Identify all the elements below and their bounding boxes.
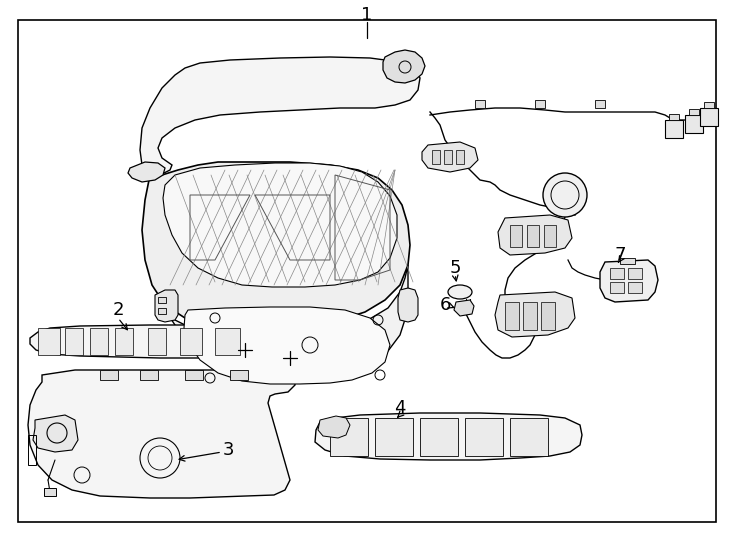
Polygon shape bbox=[685, 115, 703, 133]
Polygon shape bbox=[33, 415, 78, 452]
Polygon shape bbox=[595, 100, 605, 108]
Polygon shape bbox=[475, 100, 485, 108]
Bar bbox=[158, 297, 166, 303]
Polygon shape bbox=[689, 109, 699, 115]
Polygon shape bbox=[163, 163, 397, 287]
Bar bbox=[115, 328, 133, 355]
Polygon shape bbox=[142, 162, 410, 328]
Polygon shape bbox=[28, 370, 295, 498]
Polygon shape bbox=[398, 288, 418, 322]
Polygon shape bbox=[128, 162, 165, 182]
Polygon shape bbox=[535, 100, 545, 108]
Bar bbox=[505, 302, 519, 330]
Bar bbox=[523, 302, 537, 330]
Text: 5: 5 bbox=[449, 259, 461, 277]
Ellipse shape bbox=[448, 285, 472, 299]
Polygon shape bbox=[375, 418, 413, 456]
Bar bbox=[230, 370, 248, 380]
Polygon shape bbox=[330, 418, 368, 456]
Polygon shape bbox=[184, 307, 390, 384]
Polygon shape bbox=[30, 325, 285, 358]
Polygon shape bbox=[510, 418, 548, 456]
Bar bbox=[38, 328, 60, 355]
Polygon shape bbox=[704, 102, 714, 108]
Bar bbox=[158, 308, 166, 314]
Polygon shape bbox=[162, 265, 408, 383]
Bar bbox=[140, 370, 158, 380]
Bar bbox=[100, 370, 118, 380]
Polygon shape bbox=[465, 418, 503, 456]
Circle shape bbox=[543, 173, 587, 217]
Polygon shape bbox=[454, 300, 474, 316]
Polygon shape bbox=[155, 290, 178, 322]
Polygon shape bbox=[318, 416, 350, 438]
Polygon shape bbox=[700, 108, 718, 126]
Polygon shape bbox=[600, 260, 658, 302]
Text: 1: 1 bbox=[361, 6, 373, 24]
Bar bbox=[44, 488, 56, 496]
Bar bbox=[628, 268, 642, 279]
Bar bbox=[180, 328, 202, 355]
Polygon shape bbox=[383, 50, 425, 83]
Polygon shape bbox=[315, 413, 582, 460]
Text: 2: 2 bbox=[112, 301, 124, 319]
Polygon shape bbox=[140, 57, 420, 175]
Bar bbox=[544, 225, 556, 247]
Polygon shape bbox=[498, 215, 572, 255]
Text: 7: 7 bbox=[614, 246, 626, 264]
Bar bbox=[215, 328, 240, 355]
Bar bbox=[541, 302, 555, 330]
Bar bbox=[148, 328, 166, 355]
Bar bbox=[456, 150, 464, 164]
Text: 6: 6 bbox=[440, 296, 451, 314]
Text: 4: 4 bbox=[394, 399, 406, 417]
Polygon shape bbox=[495, 292, 575, 337]
Bar bbox=[90, 328, 108, 355]
Polygon shape bbox=[420, 418, 458, 456]
Bar bbox=[610, 282, 624, 293]
Polygon shape bbox=[620, 258, 635, 264]
Bar bbox=[527, 225, 539, 247]
Polygon shape bbox=[422, 142, 478, 172]
Bar bbox=[65, 328, 83, 355]
Bar bbox=[185, 370, 203, 380]
Bar bbox=[444, 150, 452, 164]
Bar bbox=[610, 268, 624, 279]
Polygon shape bbox=[665, 120, 683, 138]
Polygon shape bbox=[669, 114, 679, 120]
Bar bbox=[628, 282, 642, 293]
Text: 3: 3 bbox=[222, 441, 233, 459]
Bar bbox=[510, 225, 522, 247]
Bar bbox=[432, 150, 440, 164]
Bar bbox=[28, 435, 36, 465]
